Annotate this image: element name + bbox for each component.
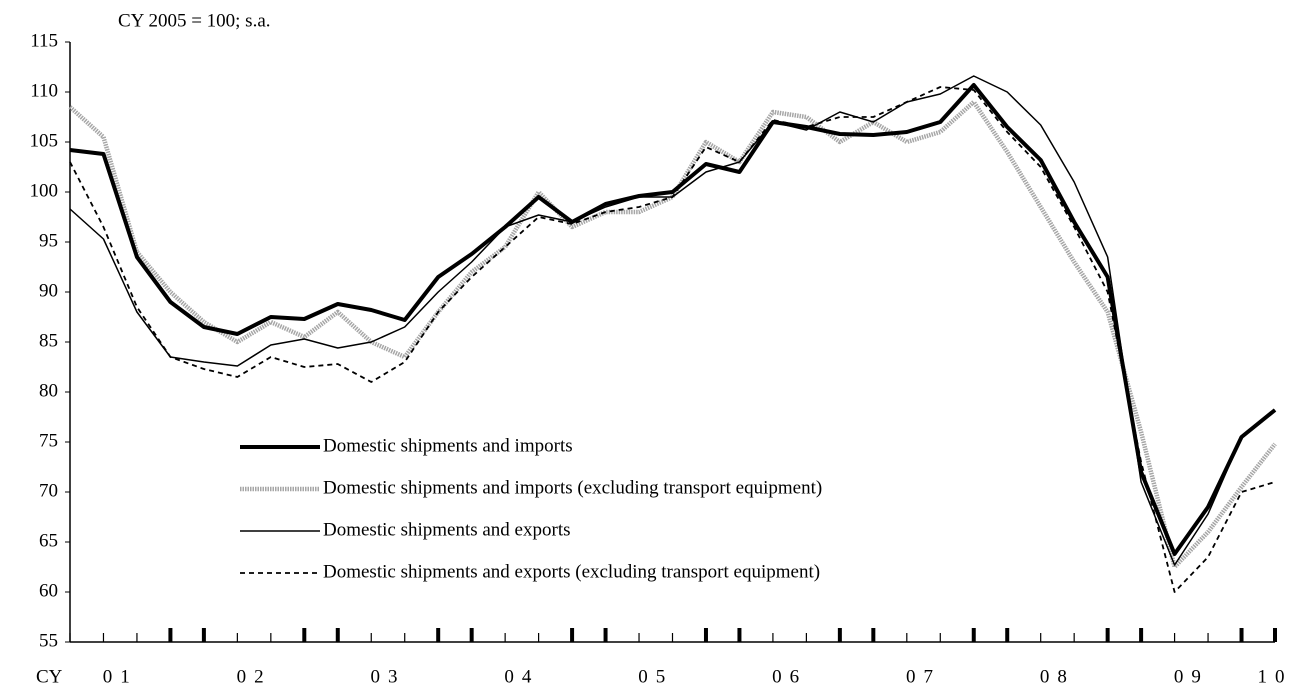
series-line: [69, 75, 1276, 566]
y-tick-label: 85: [39, 330, 58, 351]
x-tick-label: 04: [504, 666, 539, 687]
y-tick-label: 115: [30, 30, 58, 51]
y-tick-label: 80: [39, 380, 58, 401]
y-tick-label: 100: [30, 180, 59, 201]
series-line: [68, 99, 1277, 570]
y-tick-label: 75: [39, 430, 58, 451]
legend-label: Domestic shipments and imports: [323, 435, 573, 456]
y-tick-label: 110: [30, 80, 58, 101]
series-line: [69, 86, 1276, 593]
y-tick-label: 60: [39, 580, 58, 601]
y-tick-label: 90: [39, 280, 58, 301]
x-tick-label: 05: [638, 666, 673, 687]
legend-label: Domestic shipments and exports: [323, 519, 571, 540]
x-tick-label: 10: [1258, 666, 1290, 687]
legend-label: Domestic shipments and exports (excludin…: [323, 561, 820, 582]
y-tick-label: 55: [39, 630, 58, 651]
x-axis-prefix: CY: [36, 666, 63, 687]
chart-subtitle: CY 2005 = 100; s.a.: [118, 10, 271, 31]
x-tick-label: 06: [772, 666, 807, 687]
y-tick-label: 70: [39, 480, 58, 501]
series-line: [69, 83, 1277, 556]
y-tick-label: 65: [39, 530, 58, 551]
x-tick-label: 03: [370, 666, 405, 687]
x-tick-label: 09: [1174, 666, 1209, 687]
y-tick-label: 105: [30, 130, 59, 151]
legend-label: Domestic shipments and imports (excludin…: [323, 477, 822, 498]
x-tick-label: 07: [906, 666, 941, 687]
x-tick-label: 02: [237, 666, 272, 687]
y-tick-label: 95: [39, 230, 58, 251]
x-tick-label: 01: [103, 666, 138, 687]
x-tick-label: 08: [1040, 666, 1075, 687]
